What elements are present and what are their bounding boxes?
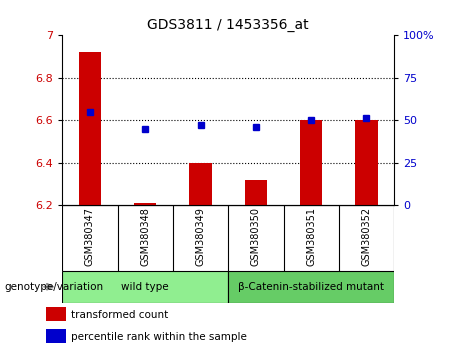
Bar <box>228 271 394 303</box>
Bar <box>245 180 267 205</box>
Bar <box>134 203 156 205</box>
Bar <box>46 307 66 321</box>
Bar <box>189 163 212 205</box>
Bar <box>46 329 66 343</box>
Bar <box>355 120 378 205</box>
Text: GSM380347: GSM380347 <box>85 207 95 266</box>
Text: GSM380351: GSM380351 <box>306 207 316 266</box>
Text: GSM380349: GSM380349 <box>195 207 206 266</box>
Text: wild type: wild type <box>121 282 169 292</box>
Text: GSM380350: GSM380350 <box>251 207 261 266</box>
Bar <box>79 52 101 205</box>
Text: transformed count: transformed count <box>71 310 168 320</box>
Text: β-Catenin-stabilized mutant: β-Catenin-stabilized mutant <box>238 282 384 292</box>
Text: GSM380348: GSM380348 <box>140 207 150 266</box>
Title: GDS3811 / 1453356_at: GDS3811 / 1453356_at <box>148 18 309 32</box>
Bar <box>62 271 228 303</box>
Text: genotype/variation: genotype/variation <box>5 282 104 292</box>
Text: GSM380352: GSM380352 <box>361 207 372 267</box>
Bar <box>300 120 322 205</box>
Text: percentile rank within the sample: percentile rank within the sample <box>71 332 247 342</box>
